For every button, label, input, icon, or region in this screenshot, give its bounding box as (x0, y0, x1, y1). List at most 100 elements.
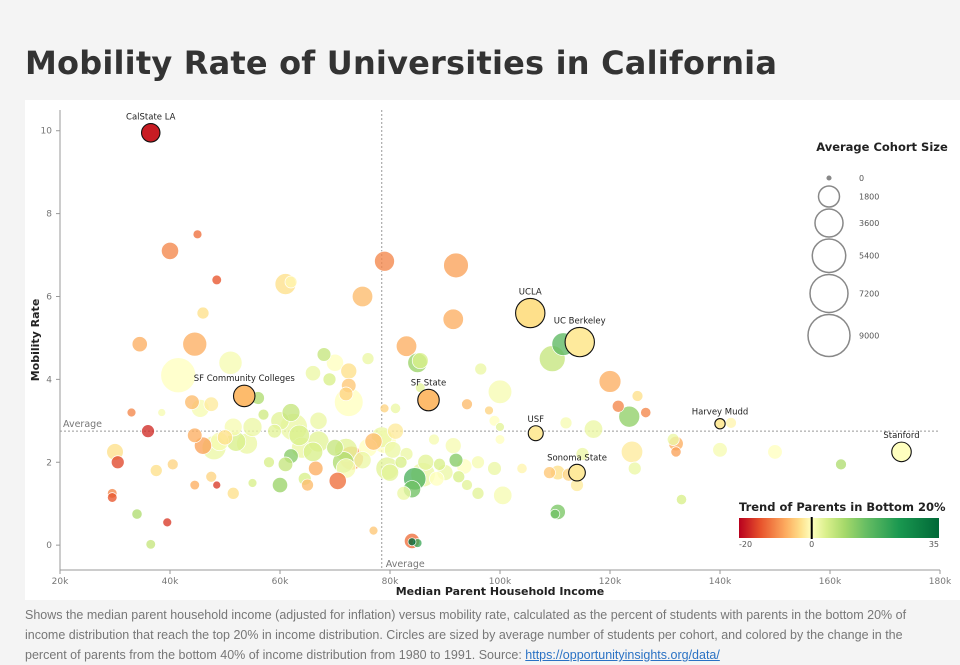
data-point (267, 423, 282, 439)
data-point (157, 408, 167, 417)
data-point (444, 437, 462, 455)
data-point (484, 405, 494, 416)
y-tick-label: 10 (41, 127, 53, 137)
y-axis-title: Mobility Rate (29, 299, 42, 382)
data-point (471, 486, 485, 500)
data-point (340, 362, 358, 380)
data-point (620, 440, 644, 463)
data-point (304, 365, 322, 382)
data-point (598, 370, 622, 393)
data-point (429, 471, 445, 487)
data-point (203, 396, 219, 412)
data-point (281, 403, 301, 422)
data-point (302, 441, 324, 462)
labeled-point (564, 326, 595, 358)
x-tick-label: 100k (489, 577, 512, 587)
color-legend-title: Trend of Parents in Bottom 20% (739, 500, 946, 514)
data-point (583, 419, 604, 439)
size-legend-circle (814, 208, 844, 238)
data-point (549, 508, 561, 520)
color-legend-tick: 0 (809, 540, 814, 549)
data-point (196, 306, 210, 320)
data-point (495, 422, 505, 432)
data-point (461, 479, 473, 491)
point-label: UC Berkeley (554, 316, 606, 326)
x-tick-label: 40k (162, 577, 179, 587)
data-point (767, 444, 783, 460)
data-point (126, 407, 137, 418)
data-point (184, 394, 200, 410)
data-point (487, 379, 513, 404)
data-point (322, 372, 337, 387)
page-title: Mobility Rate of Universities in Califor… (25, 44, 778, 82)
x-tick-label: 140k (709, 577, 732, 587)
data-point (407, 537, 417, 547)
data-point (452, 470, 466, 484)
data-point (361, 352, 375, 366)
data-point (381, 463, 399, 482)
data-point (309, 411, 328, 430)
data-point (835, 458, 847, 471)
data-point (211, 274, 222, 286)
size-legend-label: 7200 (859, 289, 879, 298)
source-link[interactable]: https://opportunityinsights.org/data/ (525, 648, 720, 662)
caption-text: Shows the median parent household income… (25, 608, 907, 662)
labeled-point (527, 425, 544, 442)
data-point (384, 441, 402, 459)
data-point (131, 336, 148, 353)
point-label: UCLA (519, 287, 542, 297)
data-point (226, 486, 240, 500)
size-legend-label: 3600 (859, 219, 879, 228)
data-point (131, 508, 143, 520)
y-tick-label: 0 (46, 541, 52, 551)
x-tick-label: 80k (382, 577, 399, 587)
data-point (145, 539, 156, 550)
color-legend-tick: -20 (739, 540, 752, 549)
data-point (474, 362, 488, 376)
y-tick-label: 8 (46, 210, 52, 220)
x-tick-label: 160k (819, 577, 842, 587)
point-label: Stanford (883, 431, 919, 441)
data-point (575, 447, 590, 461)
data-point (308, 460, 324, 477)
data-point (242, 417, 263, 437)
y-tick-label: 4 (46, 375, 52, 385)
size-legend-label: 9000 (859, 331, 879, 340)
data-point (675, 494, 688, 506)
data-point (516, 462, 528, 474)
size-legend-label: 5400 (859, 252, 879, 261)
data-point (216, 429, 234, 446)
y-tick-label: 6 (46, 292, 52, 302)
data-point (428, 433, 440, 446)
size-legend-circle (807, 313, 851, 358)
data-point (141, 424, 155, 438)
size-legend-label: 1800 (859, 192, 879, 201)
data-point (443, 252, 469, 279)
color-legend-bar (739, 518, 939, 538)
data-point (611, 399, 625, 413)
data-point (627, 461, 642, 476)
data-point (107, 492, 118, 503)
average-y-label: Average (63, 419, 102, 430)
data-point (364, 432, 383, 451)
chart-caption: Shows the median parent household income… (25, 605, 935, 665)
color-legend-tick: 35 (929, 540, 939, 549)
data-point (326, 439, 344, 457)
data-point (110, 455, 125, 470)
data-point (277, 456, 294, 472)
data-point (394, 455, 408, 469)
data-point (411, 352, 429, 370)
x-tick-label: 20k (52, 577, 69, 587)
data-point (288, 424, 310, 446)
data-point (493, 485, 513, 505)
data-point (395, 335, 418, 357)
data-point (725, 417, 737, 429)
size-legend-circle (811, 238, 847, 274)
labeled-point (714, 417, 726, 430)
labeled-point (568, 463, 586, 482)
data-point (631, 390, 644, 402)
x-tick-label: 60k (272, 577, 289, 587)
data-point (389, 402, 402, 414)
data-point (263, 456, 275, 469)
data-point (461, 398, 473, 411)
